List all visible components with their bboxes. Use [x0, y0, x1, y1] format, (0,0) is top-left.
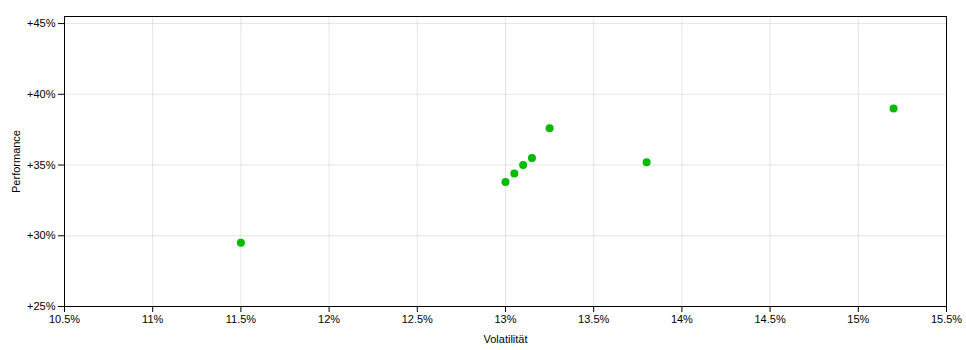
svg-text:15%: 15% — [847, 313, 869, 325]
svg-text:13%: 13% — [494, 313, 516, 325]
svg-text:Performance: Performance — [10, 130, 22, 193]
svg-text:Volatilität: Volatilität — [483, 333, 527, 345]
svg-text:12%: 12% — [318, 313, 340, 325]
svg-text:+30%: +30% — [27, 229, 56, 241]
svg-text:10.5%: 10.5% — [49, 313, 80, 325]
svg-text:+25%: +25% — [27, 300, 56, 312]
svg-text:+35%: +35% — [27, 159, 56, 171]
svg-text:12.5%: 12.5% — [402, 313, 433, 325]
svg-text:13.5%: 13.5% — [578, 313, 609, 325]
svg-text:+40%: +40% — [27, 88, 56, 100]
svg-text:14%: 14% — [671, 313, 693, 325]
svg-text:11%: 11% — [142, 313, 163, 325]
svg-text:15.5%: 15.5% — [931, 313, 962, 325]
svg-text:+45%: +45% — [27, 17, 56, 29]
svg-text:14.5%: 14.5% — [754, 313, 785, 325]
svg-text:11.5%: 11.5% — [226, 313, 257, 325]
